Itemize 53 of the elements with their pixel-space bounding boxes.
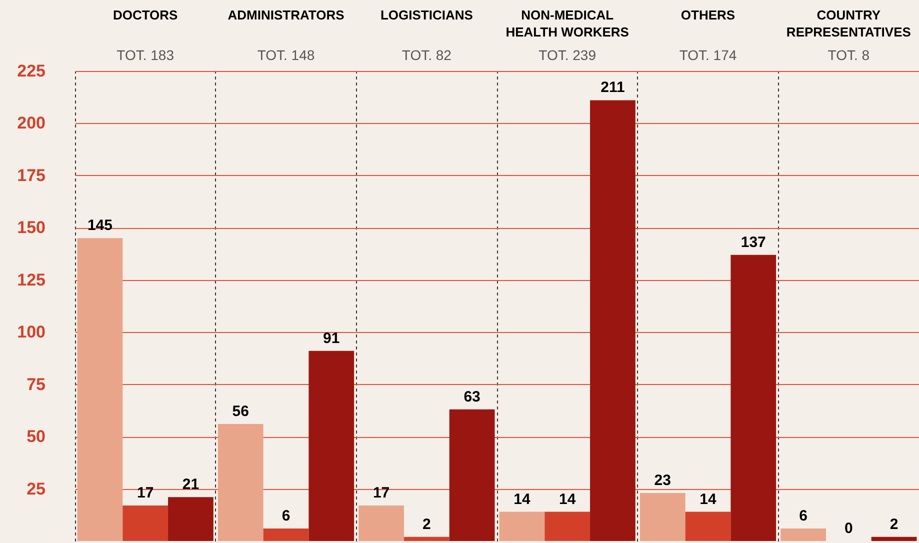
data-label: 23: [654, 472, 671, 489]
text: TOT. 148: [257, 47, 315, 63]
bar: [499, 512, 545, 541]
data-label: 2: [422, 516, 431, 533]
text: TOT. 82: [402, 47, 452, 63]
bar: [218, 424, 264, 541]
data-label: 91: [323, 330, 340, 347]
bar: [780, 528, 826, 541]
y-tick-label: 150: [17, 218, 46, 238]
y-tick-label: 25: [26, 479, 46, 498]
data-label: 211: [600, 79, 625, 96]
data-label: 14: [558, 490, 576, 508]
y-tick-label: 75: [26, 374, 46, 394]
bar: [308, 350, 354, 541]
text: TOT. 183: [116, 47, 174, 63]
bar: [404, 536, 450, 541]
bar: [640, 492, 686, 541]
data-label: 14: [700, 490, 717, 508]
y-tick-label: 200: [17, 114, 46, 133]
y-tick-label: 225: [17, 62, 46, 80]
data-label: 0: [844, 520, 853, 537]
data-label: 2: [890, 516, 898, 533]
y-tick-label: 50: [26, 427, 46, 446]
x-tick-label: NON-MEDICAL HEALTH WORKERS: [506, 8, 630, 40]
data-label: 14: [514, 490, 531, 508]
x-tick-label: ADMINISTRATORS: [228, 8, 345, 22]
bar: [871, 536, 917, 541]
bar: [685, 512, 731, 541]
bar: [544, 512, 590, 541]
bar: [77, 238, 123, 541]
x-tick-label: DOCTORS: [112, 8, 178, 22]
data-label: 6: [282, 507, 290, 524]
x-tick-label: LOGISTICIANS: [380, 8, 474, 22]
bar: [590, 100, 636, 541]
y-tick-label: 125: [17, 270, 46, 290]
bar: [449, 409, 495, 541]
data-label: 63: [464, 388, 480, 406]
text: TOT. 174: [679, 47, 737, 63]
bar: [730, 254, 776, 541]
x-tick-label: OTHERS: [680, 8, 736, 22]
y-tick-label: 100: [17, 322, 46, 342]
bar: [168, 497, 214, 541]
bar: [263, 528, 309, 541]
data-label: 6: [799, 507, 808, 524]
data-label: 137: [740, 234, 766, 251]
text: TOT. 8: [828, 47, 870, 63]
y-tick-label: 175: [17, 166, 46, 185]
data-label: 21: [182, 476, 200, 494]
data-label: 56: [232, 403, 249, 420]
x-tick-label: COUNTRY REPRESENTATIVES: [786, 8, 912, 40]
bar: [122, 505, 168, 541]
text: TOT. 239: [538, 47, 596, 63]
bar: [358, 505, 404, 541]
